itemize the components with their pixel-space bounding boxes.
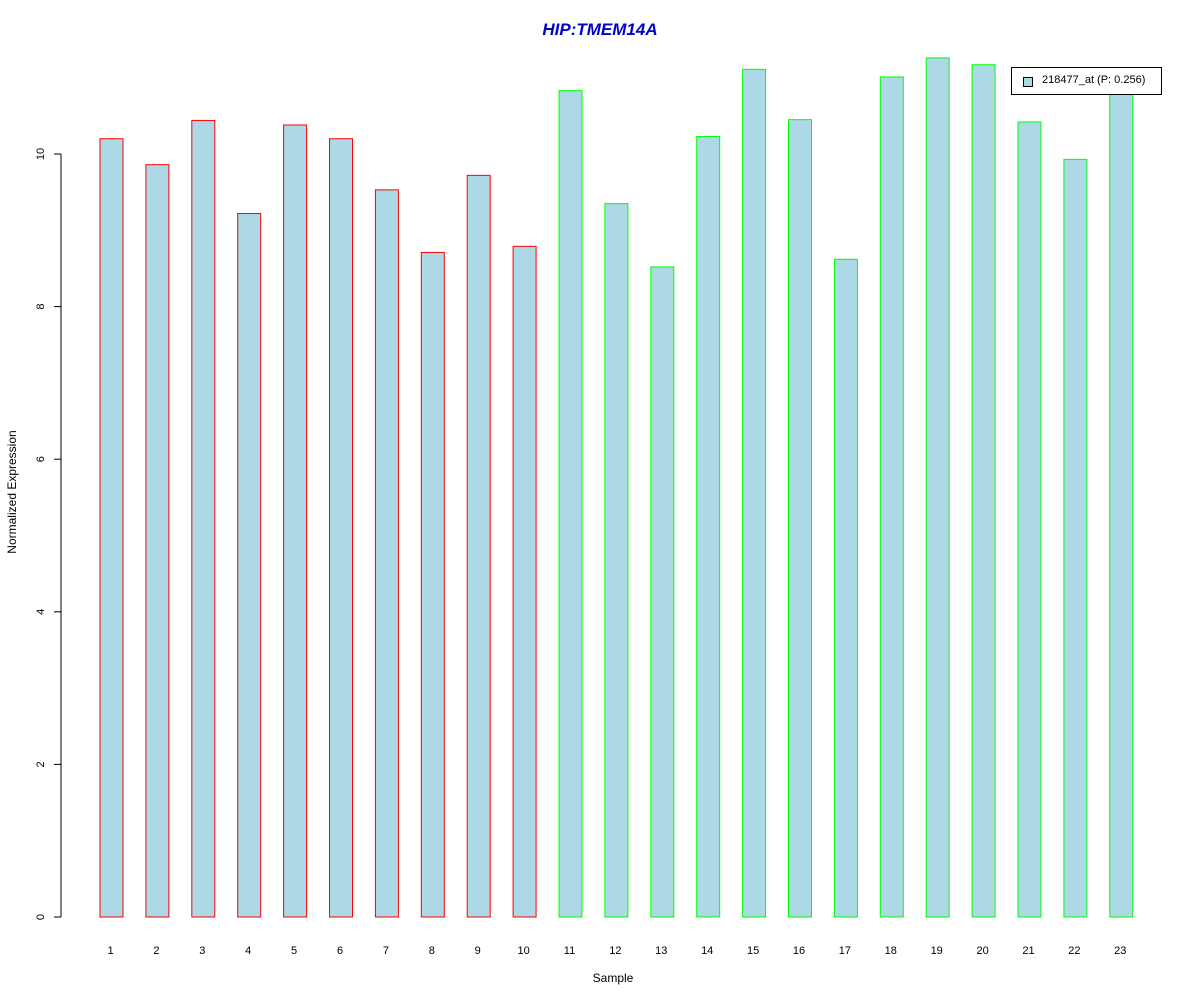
bar — [925, 57, 950, 918]
bar — [833, 258, 858, 918]
legend: 218477_at (P: 0.256) — [1011, 67, 1162, 95]
bar — [329, 138, 353, 918]
x-tick-label: 16 — [793, 945, 805, 957]
x-tick-label: 9 — [475, 945, 481, 957]
x-tick-label: 23 — [1114, 945, 1126, 957]
x-tick-label: 6 — [337, 945, 343, 957]
chart-title: HIP:TMEM14A — [542, 20, 658, 39]
x-tick-label: 2 — [153, 945, 159, 957]
bar — [237, 213, 262, 918]
bar — [374, 189, 399, 918]
x-tick-label: 21 — [1022, 945, 1034, 957]
x-tick-label: 13 — [655, 945, 667, 957]
x-tick-labels: 1 2 3 4 5 6 7 8 9 10 11 12 13 14 15 16 17 18 19 20 21 22 23 — [107, 945, 1126, 957]
bar — [145, 164, 170, 918]
x-axis-label: Sample — [592, 971, 634, 985]
y-tick-label: 2 — [35, 761, 47, 767]
x-tick-label: 5 — [291, 945, 297, 957]
bar — [1017, 121, 1042, 918]
bar — [420, 251, 445, 918]
x-tick-label: 19 — [931, 945, 943, 957]
y-tick-label: 8 — [35, 304, 47, 310]
y-tick-label: 0 — [35, 914, 47, 920]
y-axis-label: Normalized Expression — [5, 430, 19, 554]
x-tick-label: 18 — [885, 945, 897, 957]
bar — [971, 64, 996, 918]
bar — [742, 68, 767, 918]
bar — [696, 135, 721, 918]
x-tick-label: 4 — [245, 945, 251, 957]
x-tick-label: 17 — [839, 945, 851, 957]
bar — [1109, 87, 1134, 918]
y-tick-label: 6 — [35, 456, 47, 462]
bar — [558, 90, 583, 918]
x-tick-label: 1 — [107, 945, 113, 957]
bar — [191, 119, 216, 918]
y-tick-label: 10 — [35, 148, 47, 160]
y-axis: 0 2 4 6 8 10 — [35, 148, 62, 920]
bar — [466, 174, 491, 918]
bar — [650, 266, 675, 918]
x-tick-label: 10 — [517, 945, 529, 957]
y-tick-label: 4 — [35, 609, 47, 615]
x-tick-label: 15 — [747, 945, 759, 957]
bar — [283, 124, 308, 918]
legend-swatch — [1023, 77, 1033, 87]
bar — [99, 138, 124, 918]
x-tick-label: 8 — [429, 945, 435, 957]
x-tick-label: 7 — [383, 945, 389, 957]
x-tick-label: 11 — [564, 945, 575, 957]
bar — [1063, 158, 1088, 918]
x-tick-label: 22 — [1068, 945, 1080, 957]
x-tick-label: 12 — [609, 945, 621, 957]
bar — [879, 76, 904, 918]
bars-group — [99, 57, 1134, 918]
bar — [604, 203, 629, 918]
x-tick-label: 20 — [976, 945, 988, 957]
x-tick-label: 14 — [701, 945, 713, 957]
x-tick-label: 3 — [199, 945, 205, 957]
bar — [788, 119, 812, 918]
legend-entry: 218477_at (P: 0.256) — [1042, 74, 1146, 86]
bar — [512, 245, 537, 918]
